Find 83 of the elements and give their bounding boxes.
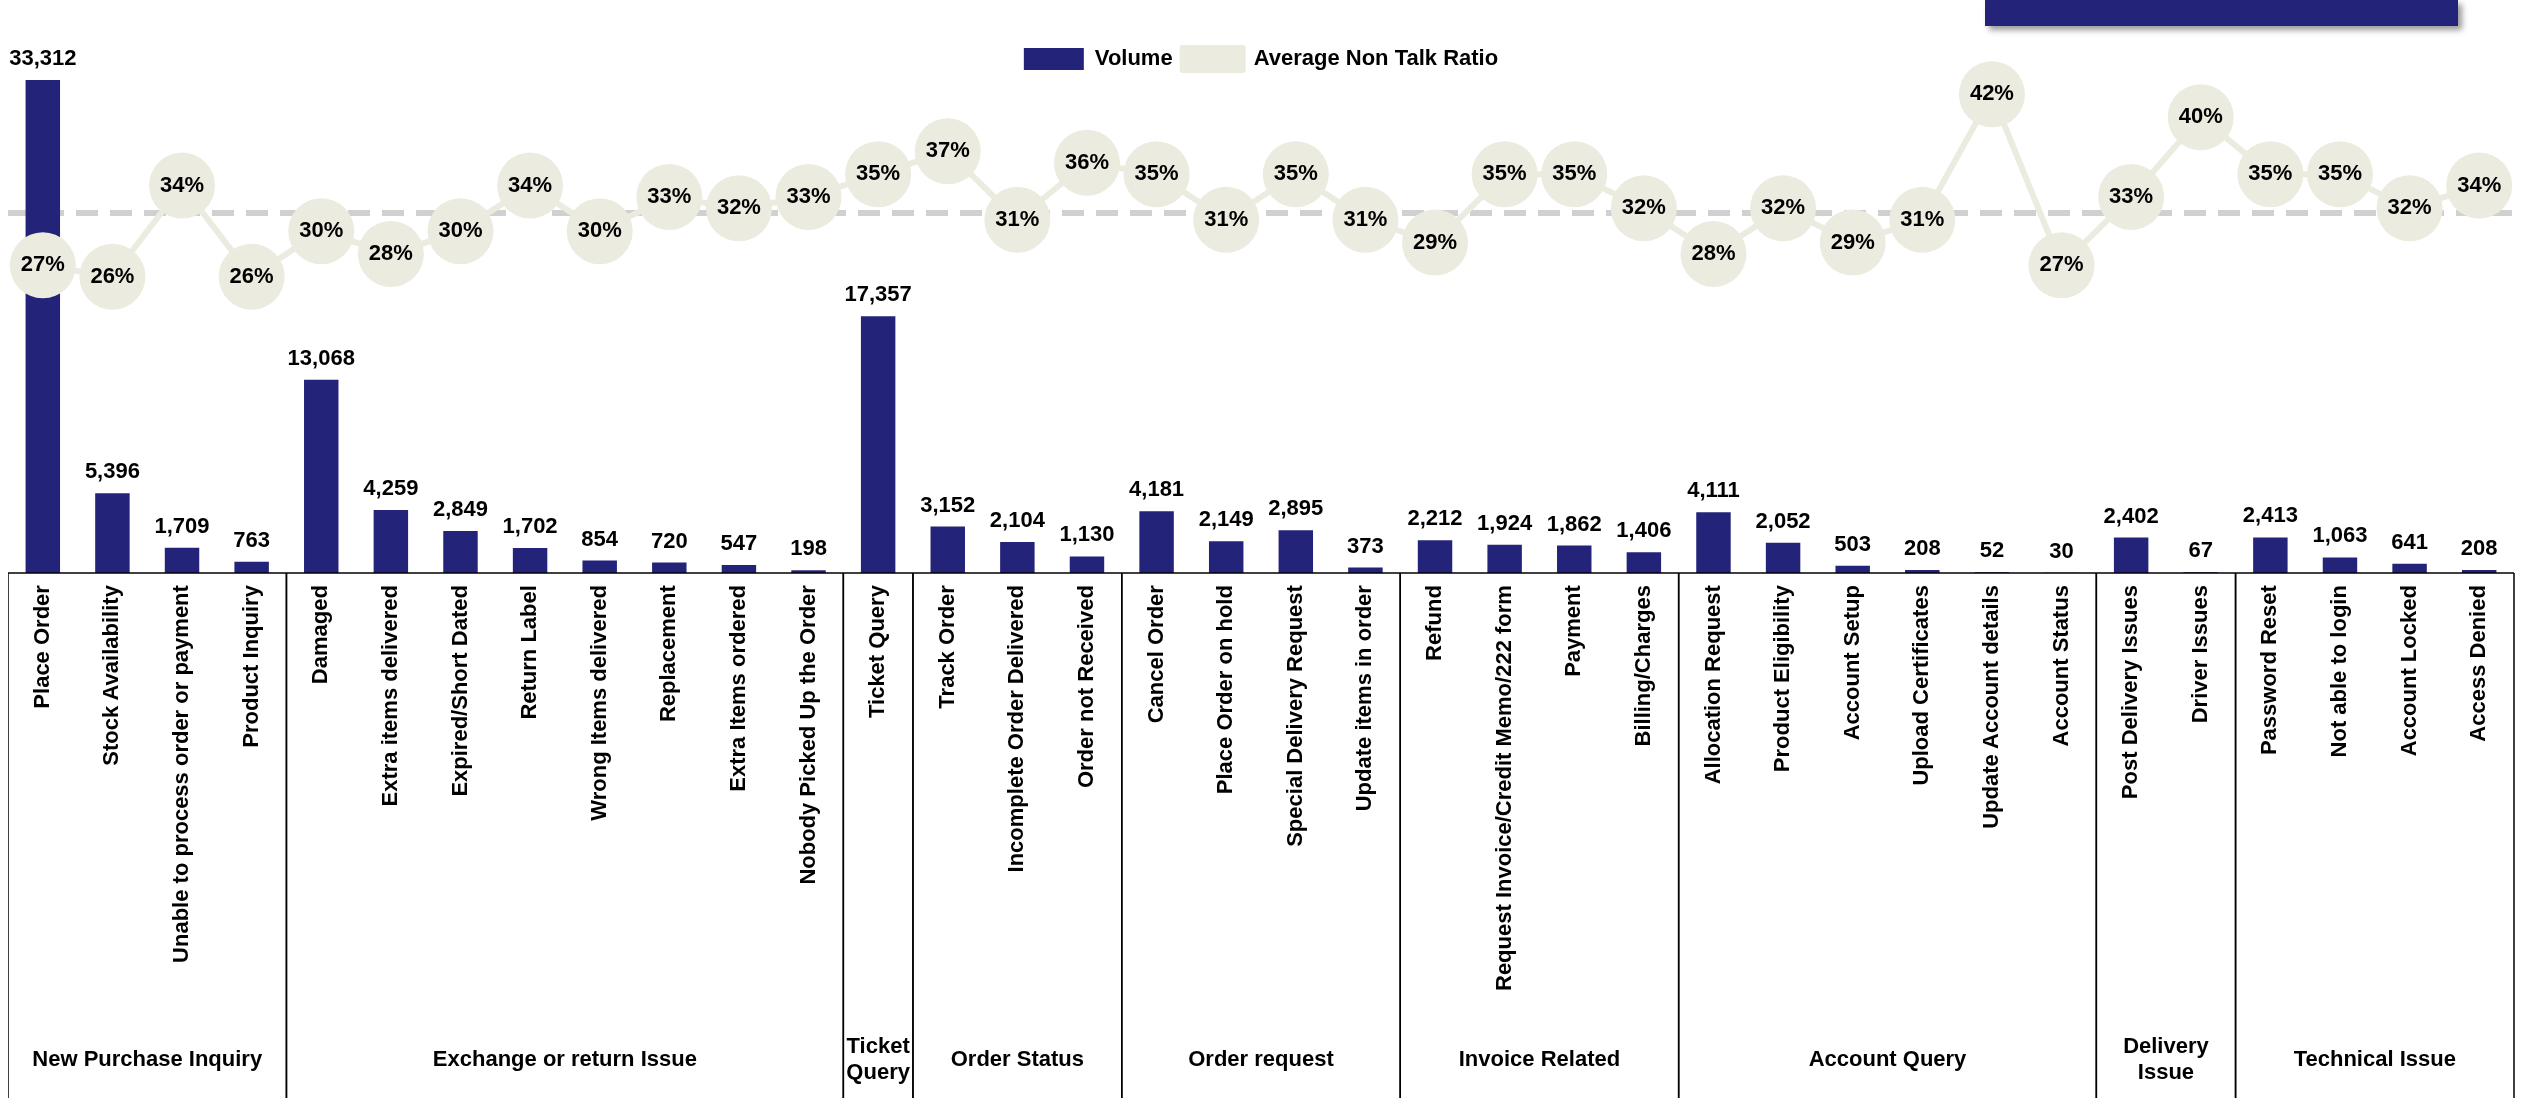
data-label: 2,104 [989, 507, 1046, 533]
data-label: 641 [2391, 528, 2428, 554]
x-tick-label: Damaged [307, 585, 333, 685]
x-tick-label: Replacement [655, 584, 681, 723]
x-tick-label: Extra items delivered [376, 585, 402, 807]
data-label: 3,152 [920, 491, 976, 517]
data-label: 2,895 [1268, 495, 1324, 521]
data-label: 1,924 [1477, 509, 1533, 535]
data-label: 67 [2188, 537, 2213, 563]
x-tick-label: Return Label [516, 585, 542, 720]
x-tick-label: Password Reset [2256, 584, 2282, 756]
x-tick-label: Place Order on hold [1212, 585, 1238, 795]
data-label: 2,052 [1755, 507, 1811, 533]
text: Order Status [950, 1046, 1084, 1072]
data-label: 17,357 [844, 281, 912, 307]
data-label: 208 [2460, 535, 2498, 561]
x-tick-label: Account Status [2047, 585, 2073, 747]
text: Invoice Related [1458, 1046, 1621, 1072]
text: Exchange or return Issue [432, 1046, 697, 1072]
text: Technical Issue [2293, 1046, 2456, 1072]
data-label: 2,212 [1407, 505, 1463, 531]
x-tick-label: Wrong Items delivered [585, 585, 611, 821]
data-label: 4,111 [1687, 477, 1740, 503]
text: New Purchase Inquiry [32, 1046, 263, 1072]
data-label: 2,849 [432, 496, 488, 522]
x-tick-label: Not able to login [2326, 585, 2352, 758]
data-label: 763 [233, 526, 270, 552]
x-tick-label: Extra Items ordered [724, 585, 750, 792]
x-tick-label: Update items in order [1351, 584, 1377, 812]
x-tick-label: Driver Issues [2186, 585, 2212, 724]
x-tick-label: Product Eligibility [1769, 584, 1795, 773]
data-label: 503 [1834, 530, 1872, 556]
x-tick-label: Billing/Charges [1629, 585, 1655, 747]
data-label: 2,402 [2103, 502, 2159, 528]
data-label: 1,862 [1546, 510, 1602, 536]
data-label: 720 [650, 527, 688, 553]
x-tick-label: Allocation Request [1699, 584, 1725, 785]
x-tick-label: Special Delivery Request [1281, 584, 1307, 847]
x-tick-label: Request Invoice/Credit Memo/222 form [1490, 585, 1516, 992]
text: Order request [1188, 1046, 1335, 1072]
data-label: 1,130 [1059, 521, 1115, 547]
text: Delivery Issue [2123, 1033, 2210, 1085]
x-tick-label: Place Order [28, 584, 54, 709]
data-label: 1,702 [502, 512, 558, 538]
text: Account Query [1808, 1046, 1968, 1072]
data-label: 33,312 [9, 45, 77, 71]
x-tick-label: Incomplete Order Delivered [1003, 585, 1029, 873]
data-label: 854 [581, 525, 619, 551]
x-tick-label: Account Setup [1838, 585, 1864, 741]
x-tick-label: Ticket Query [864, 584, 890, 719]
x-tick-label: Stock Availability [98, 584, 124, 766]
data-label: 208 [1903, 535, 1941, 561]
data-label: 1,063 [2312, 522, 2368, 548]
data-label: 198 [790, 535, 827, 561]
data-label: 373 [1347, 532, 1384, 558]
data-label: 2,413 [2242, 502, 2298, 528]
x-tick-label: Unable to process order or payment [168, 584, 194, 963]
x-tick-label: Account Locked [2395, 585, 2421, 757]
x-tick-label: Access Denied [2465, 585, 2491, 742]
data-label: 4,259 [363, 475, 419, 501]
x-tick-label: Upload Certificates [1908, 585, 1934, 786]
x-tick-label: Product Inquiry [237, 584, 263, 748]
data-label: 1,406 [1616, 517, 1672, 543]
data-label: 30 [2049, 537, 2074, 563]
legend-label: Volume [1094, 45, 1173, 71]
x-tick-label: Cancel Order [1142, 584, 1168, 724]
x-tick-label: Payment [1560, 584, 1586, 677]
data-label: 547 [720, 530, 758, 556]
data-label: 1,709 [154, 512, 210, 538]
text: Ticket Query [846, 1033, 911, 1085]
x-tick-label: Post Delivery Issues [2117, 585, 2143, 800]
x-tick-label: Expired/Short Dated [446, 585, 472, 797]
x-tick-label: Refund [1421, 585, 1447, 661]
x-tick-label: Nobody Picked Up the Order [794, 584, 820, 885]
data-label: 52 [1979, 537, 2005, 563]
data-label: 2,149 [1198, 506, 1254, 532]
x-tick-label: Update Account details [1977, 585, 2003, 829]
x-tick-label: Track Order [933, 584, 959, 709]
data-label: 13,068 [287, 344, 355, 370]
x-tick-label: Order not Received [1073, 585, 1099, 789]
data-label: 4,181 [1129, 476, 1185, 502]
data-label: 5,396 [84, 458, 140, 484]
legend-label: Average Non Talk Ratio [1253, 45, 1499, 71]
